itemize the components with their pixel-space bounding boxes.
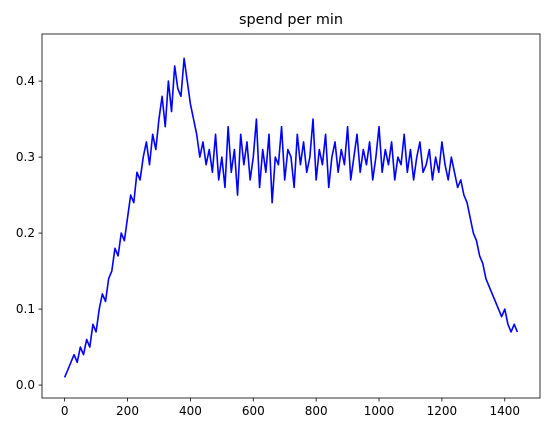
spend-series-line (63, 57, 519, 378)
x-tick-label: 800 (305, 404, 328, 418)
x-tick-label: 1000 (364, 404, 395, 418)
chart-title: spend per min (239, 12, 343, 28)
x-tick-label: 400 (179, 404, 202, 418)
y-tick-label: 0.0 (16, 378, 35, 392)
y-tick-label: 0.3 (16, 150, 35, 164)
series-layer (63, 57, 519, 378)
plot-frame (41, 33, 541, 399)
x-tick-label: 1200 (427, 404, 458, 418)
y-tick-label: 0.1 (16, 302, 35, 316)
x-tick-label: 200 (116, 404, 139, 418)
y-tick-label: 0.4 (16, 74, 35, 88)
plot-area (41, 33, 541, 399)
y-tick-label: 0.2 (16, 226, 35, 240)
x-tick-label: 1400 (490, 404, 521, 418)
x-tick-label: 0 (61, 404, 69, 418)
axes-layer: 0 200 400 600 800 1000 1200 1400 0.0 0.1 0.2 0.3 0.4 (16, 74, 520, 418)
x-tick-label: 600 (242, 404, 265, 418)
